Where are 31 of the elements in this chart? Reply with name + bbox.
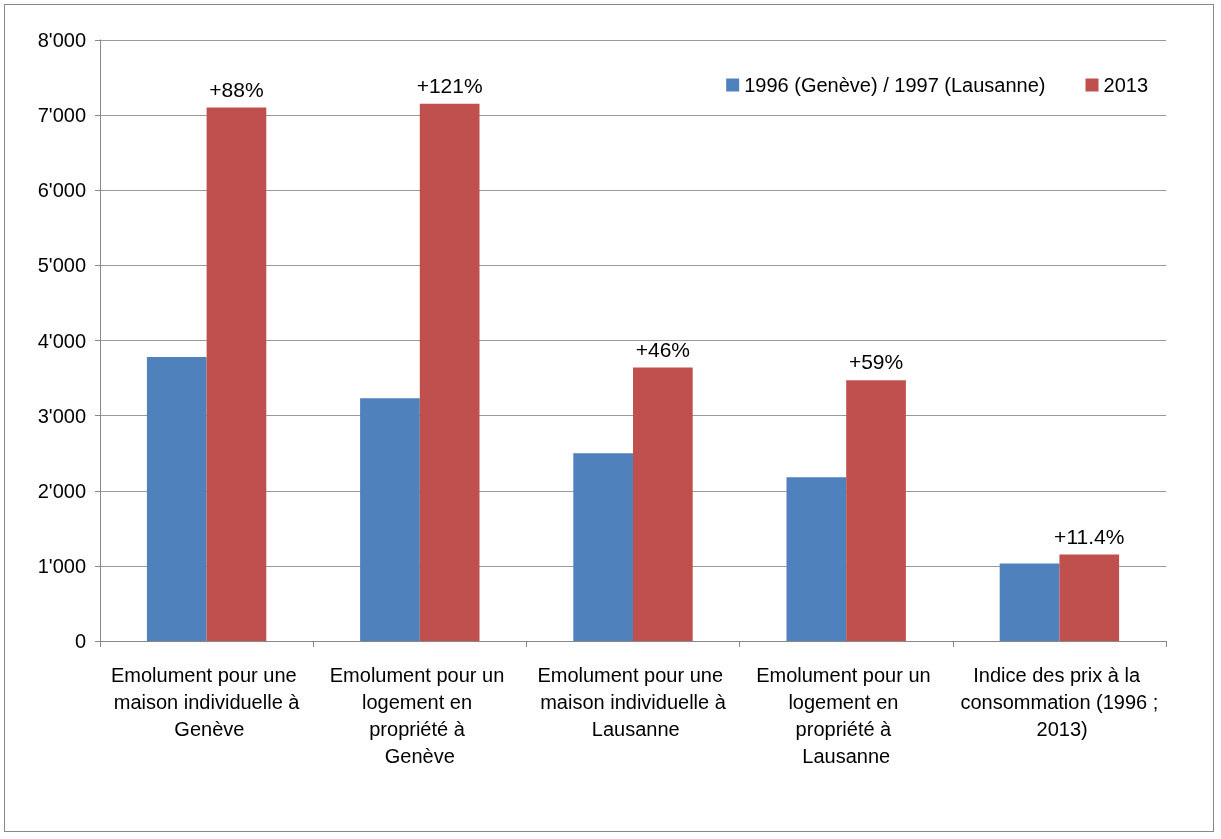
x-tick-label: Emolument pour une maison individuelle à Lausanne [537, 663, 729, 740]
y-tick-label: 8'000 [37, 29, 86, 51]
y-tick-label: 2'000 [37, 479, 86, 502]
y-tick-label: 7'000 [37, 104, 86, 127]
annotation: +59% [848, 350, 904, 374]
bar [360, 398, 420, 641]
annotation: +121% [416, 73, 483, 97]
bar [633, 367, 693, 641]
bar [999, 563, 1060, 641]
x-tick-label: Emolument pour un logement en propriété à Lausanne [756, 663, 937, 767]
legend-label: 2013 [1103, 74, 1149, 96]
y-tick-label: 3'000 [37, 404, 86, 427]
legend-label: 1996 (Genève) / 1997 (Lausanne) [744, 74, 1046, 96]
x-tick-label: Emolument pour un logement en propriété à Genève [329, 663, 510, 767]
x-tick-label: Indice des prix à la consommation (1996 ; 2013) [960, 663, 1159, 740]
bar [786, 477, 847, 641]
y-tick-label: 0 [74, 630, 86, 652]
y-tick-label: 1'000 [37, 554, 86, 577]
annotation: +11.4% [1054, 524, 1125, 548]
bar [146, 357, 207, 641]
bar [846, 380, 906, 641]
bar [419, 103, 480, 641]
y-tick-label: 6'000 [37, 179, 86, 202]
y-tick-label: 5'000 [37, 254, 86, 277]
bar [573, 453, 633, 641]
y-tick-label: 4'000 [37, 329, 86, 352]
x-tick-label: Emolument pour une maison individuelle à Genève [110, 663, 303, 740]
bar [1059, 554, 1120, 641]
annotation: +46% [635, 337, 690, 361]
annotation: +88% [209, 77, 264, 101]
bar [206, 107, 267, 641]
